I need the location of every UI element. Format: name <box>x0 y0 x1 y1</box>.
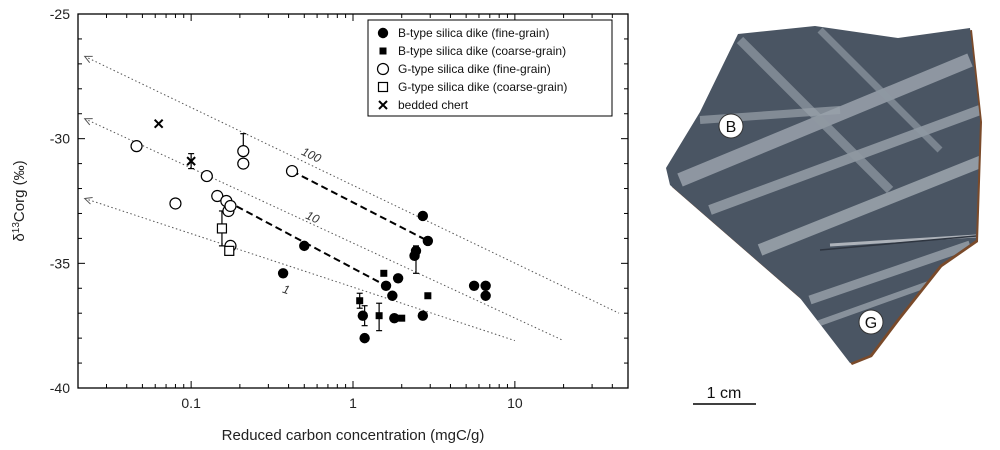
data-point-filled-circle <box>417 310 429 321</box>
vein <box>817 27 943 153</box>
vein <box>808 240 972 305</box>
legend-marker-open-square <box>377 81 389 93</box>
data-point-filled-circle <box>359 332 370 344</box>
y-axis-title-superscript: 13 <box>11 222 22 234</box>
mixing-line-label: 100 <box>299 144 323 165</box>
data-point-filled-circle <box>299 240 310 252</box>
y-tick-label: -35 <box>50 255 70 271</box>
y-tick-label: -40 <box>50 380 70 396</box>
marker-g: G <box>858 309 884 335</box>
marker-b: B <box>718 113 744 139</box>
trend-line <box>291 170 429 242</box>
x-tick-label: 10 <box>507 395 523 411</box>
data-point-filled-circle <box>389 312 400 324</box>
data-point-filled-circle <box>277 268 289 279</box>
data-point-filled-square <box>398 314 406 322</box>
silica-veins <box>677 27 980 333</box>
data-point-open-circle <box>237 145 250 158</box>
mixing-line-arrow <box>83 118 93 126</box>
data-point-filled-circle <box>480 280 491 291</box>
trend-line <box>216 195 387 287</box>
data-point-open-circle <box>200 169 213 183</box>
data-point-cross <box>186 156 196 166</box>
legend-box <box>367 19 613 117</box>
trend-lines <box>216 170 429 287</box>
rock-specimen: B G <box>666 26 982 365</box>
x-axis-title: Reduced carbon concentration (mgC/g) <box>222 427 485 444</box>
data-point-filled-circle <box>417 210 429 222</box>
data-point-open-circle <box>224 199 237 213</box>
scatter-chart: 100 10 1 0.1 1 10 -25 -30 -35 -40 Reduced carbon… <box>11 6 629 444</box>
mixing-line-arrow <box>83 55 93 63</box>
scale-bar-label: 1 cm <box>707 385 742 402</box>
vein <box>798 277 942 333</box>
data-point-filled-circle <box>468 280 480 291</box>
data-point-filled-circle <box>480 290 491 301</box>
data-points <box>130 118 491 344</box>
data-point-open-circle <box>169 197 182 210</box>
label-g: G <box>865 315 877 332</box>
data-point-filled-circle <box>392 273 404 284</box>
data-point-open-circle <box>285 164 299 178</box>
label-b: B <box>726 119 737 136</box>
data-point-open-circle <box>211 189 224 203</box>
legend-marker-cross <box>378 100 388 110</box>
cross-stroke <box>153 118 164 129</box>
axis-ticks: 0.1 1 10 -25 -30 -35 -40 <box>50 6 629 411</box>
data-point-filled-circle <box>410 245 422 257</box>
data-point-filled-circle <box>380 280 392 291</box>
legend-entries: B-type silica dike (fine-grain) B-type si… <box>376 26 567 112</box>
y-axis-title-rest: Corg (‰) <box>11 160 28 222</box>
y-axis-title: δ13Corg (‰) <box>11 160 29 241</box>
data-point-filled-square <box>424 292 432 300</box>
data-point-filled-circle <box>422 235 434 247</box>
data-point-filled-square <box>380 269 388 277</box>
mixing-line-label: 1 <box>281 282 292 297</box>
mixing-line <box>84 55 620 314</box>
data-point-filled-square <box>375 312 383 320</box>
vein <box>708 105 980 215</box>
data-point-open-circle <box>237 157 250 170</box>
mixing-line-label: 10 <box>304 208 322 226</box>
x-tick-label: 0.1 <box>181 395 201 411</box>
data-point-open-square <box>216 223 228 234</box>
x-tick-label: 1 <box>349 395 357 411</box>
mixing-line <box>84 198 516 342</box>
data-point-open-circle <box>130 140 143 153</box>
vein <box>757 154 980 256</box>
data-point-open-square <box>224 245 235 256</box>
data-point-cross <box>153 118 164 129</box>
cross-stroke <box>378 100 388 110</box>
y-tick-label: -30 <box>50 131 70 147</box>
cross-stroke <box>186 156 196 166</box>
legend: B-type silica dike (fine-grain) B-type si… <box>367 19 613 117</box>
mixing-line-arrow <box>83 196 93 205</box>
legend-marker-filled-circle <box>377 27 389 39</box>
fracture-line <box>819 235 977 251</box>
mixing-line <box>84 118 564 342</box>
legend-marker-open-circle <box>376 62 390 76</box>
data-point-filled-square <box>356 297 364 305</box>
legend-label: B-type silica dike (fine-grain) <box>398 26 549 40</box>
rock-specimen-photo: B G 1 cm <box>666 26 982 405</box>
legend-label: G-type silica dike (fine-grain) <box>398 62 551 76</box>
data-point-filled-circle <box>357 310 369 321</box>
legend-marker-filled-square <box>379 47 387 55</box>
y-tick-label: -25 <box>50 6 70 22</box>
legend-label: B-type silica dike (coarse-grain) <box>398 44 566 58</box>
legend-label: G-type silica dike (coarse-grain) <box>398 80 567 94</box>
data-point-filled-circle <box>387 290 398 301</box>
scale-bar: 1 cm <box>693 385 756 405</box>
y-axis-title-delta: δ <box>11 233 28 241</box>
legend-label: bedded chert <box>398 98 469 112</box>
